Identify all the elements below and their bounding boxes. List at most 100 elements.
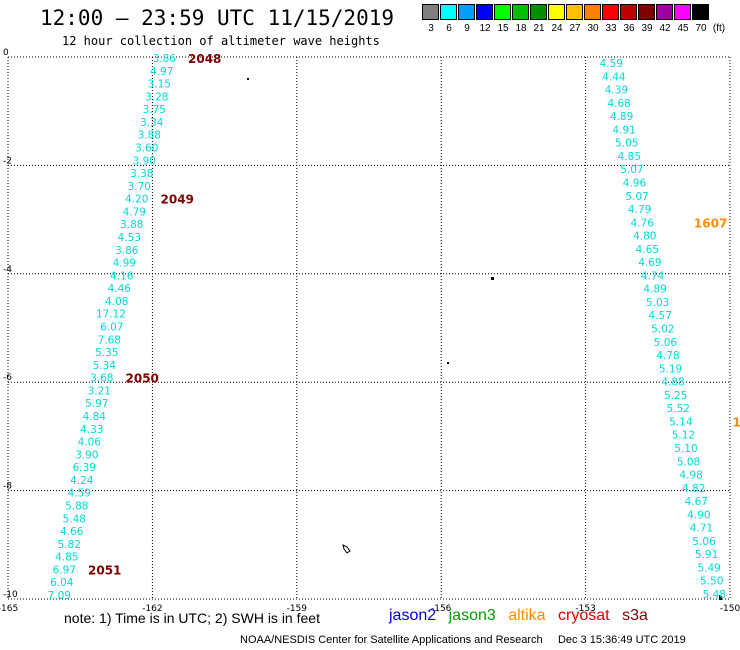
swh-value: 4.79 <box>628 204 651 216</box>
swh-value: 3.68 <box>90 373 113 385</box>
legend-label: 36 <box>623 23 635 34</box>
legend-swatch <box>476 4 493 20</box>
swh-value: 3.21 <box>88 385 111 397</box>
swh-value: 4.69 <box>638 257 661 269</box>
swh-value: 4.08 <box>105 296 128 308</box>
swh-value: 4.67 <box>685 496 708 508</box>
swh-value: 3.88 <box>120 219 143 231</box>
legend-swatch <box>422 4 439 20</box>
legend-label: 27 <box>569 23 581 34</box>
swh-value: 4.59 <box>68 488 91 500</box>
swh-value: 5.06 <box>692 536 716 548</box>
sat-jason3: jason3 <box>448 607 496 624</box>
legend-swatch <box>530 4 547 20</box>
legend-swatch <box>638 4 655 20</box>
swh-value: 6.07 <box>100 322 123 334</box>
swh-value: 4.76 <box>631 217 655 229</box>
legend-label: 6 <box>446 23 452 34</box>
swh-value: 5.07 <box>620 164 643 176</box>
swh-value: 4.80 <box>633 231 656 243</box>
legend-label: 45 <box>677 23 689 34</box>
swh-value: 3.34 <box>140 117 164 129</box>
east-track: 4.594.444.394.684.894.915.054.855.074.96… <box>600 58 740 601</box>
legend-label: 21 <box>533 23 545 34</box>
latitude-ticks: 0 -2 -4 -6 -8 -10 <box>3 48 18 600</box>
swh-value: 5.82 <box>58 539 81 551</box>
swh-value: 3.70 <box>128 181 151 193</box>
legend-swatch <box>458 4 475 20</box>
credit-text: NOAA/NESDIS Center for Satellite Applica… <box>240 634 543 646</box>
map-title: 12:00 – 23:59 UTC 11/15/2019 <box>40 6 395 30</box>
island-marker <box>719 595 722 600</box>
swh-value: 5.97 <box>85 398 108 410</box>
swh-value: 5.88 <box>65 501 88 513</box>
swh-value: 4.39 <box>605 85 628 97</box>
pass-time-label: 2051 <box>88 563 121 577</box>
swh-value: 6.04 <box>50 577 74 589</box>
swh-value: 4.57 <box>649 310 672 322</box>
swh-value: 3.38 <box>130 168 153 180</box>
legend-label: 3 <box>428 23 434 34</box>
legend-label: 9 <box>464 23 470 34</box>
sat-jason2: jason2 <box>389 607 437 624</box>
longitude-ticks: -165 -162 -159 -156 -153 -150 <box>0 604 740 614</box>
pass-time-label: 2050 <box>126 372 159 386</box>
legend-swatch <box>692 4 709 20</box>
footer-note: note: 1) Time is in UTC; 2) SWH is in fe… <box>64 610 320 626</box>
swh-value: 5.19 <box>659 363 682 375</box>
longitude-label: -156 <box>431 604 452 614</box>
legend-label: 42 <box>659 23 671 34</box>
swh-value: 5.49 <box>697 562 720 574</box>
legend-swatch <box>548 4 565 20</box>
longitude-label: -165 <box>0 604 18 614</box>
swh-value: 4.53 <box>118 232 141 244</box>
swh-value: 4.59 <box>600 58 623 70</box>
swh-value: 4.65 <box>636 244 659 256</box>
island-marker <box>342 544 351 554</box>
legend-label: 18 <box>515 23 527 34</box>
legend-label: 30 <box>587 23 599 34</box>
legend-label: 15 <box>497 23 509 34</box>
legend-swatch <box>674 4 691 20</box>
sat-altika: altika <box>508 607 546 624</box>
swh-value: 4.96 <box>623 177 647 189</box>
credit-line: NOAA/NESDIS Center for Satellite Applica… <box>240 634 686 646</box>
latitude-label: -2 <box>3 156 12 166</box>
swh-value: 4.88 <box>661 377 684 389</box>
longitude-label: -159 <box>287 604 308 614</box>
swh-value: 4.82 <box>682 483 705 495</box>
latitude-label: -4 <box>3 265 12 275</box>
swh-value: 5.12 <box>672 430 695 442</box>
pass-time-label: 1607 <box>694 216 727 230</box>
legend-swatch <box>620 4 637 20</box>
swh-value: 5.48 <box>63 513 86 525</box>
island-marker <box>247 78 249 80</box>
swh-value: 4.79 <box>123 206 146 218</box>
swh-value: 17.12 <box>96 309 126 321</box>
swh-value: 5.91 <box>695 549 718 561</box>
island-marker <box>491 277 494 280</box>
swh-value: 4.84 <box>83 411 107 423</box>
legend-label: 12 <box>479 23 491 34</box>
swh-value: 5.06 <box>654 337 678 349</box>
swh-value: 4.89 <box>643 284 666 296</box>
swh-value: 6.97 <box>53 564 76 576</box>
swh-value: 4.71 <box>690 523 713 535</box>
swh-value: 4.68 <box>607 98 630 110</box>
islands <box>247 78 722 600</box>
swh-value: 3.88 <box>138 130 161 142</box>
west-track: 3.864.973.153.283.753.343.883.603.903.38… <box>48 52 222 602</box>
legend-label: 39 <box>641 23 653 34</box>
map-grid <box>7 56 731 600</box>
swh-value: 3.75 <box>143 104 166 116</box>
latitude-label: -6 <box>3 373 12 383</box>
swh-value: 5.10 <box>674 443 697 455</box>
swh-value: 4.97 <box>150 66 173 78</box>
legend-swatch <box>584 4 601 20</box>
swh-value: 5.25 <box>664 390 687 402</box>
longitude-label: -150 <box>720 604 740 614</box>
swh-value: 7.09 <box>48 590 71 602</box>
swh-value: 4.78 <box>656 350 679 362</box>
latitude-label: -10 <box>3 590 18 600</box>
swh-value: 4.20 <box>125 194 148 206</box>
